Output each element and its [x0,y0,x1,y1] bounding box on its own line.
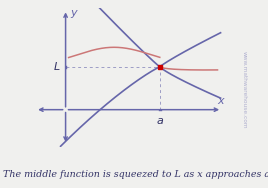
Text: x: x [217,96,224,106]
Text: a: a [156,117,163,127]
Text: www.mathwarehouse.com: www.mathwarehouse.com [241,52,246,129]
Text: L: L [53,62,59,72]
Text: y: y [70,8,77,18]
Text: The middle function is squeezed to L as x approaches a.: The middle function is squeezed to L as … [3,170,268,179]
